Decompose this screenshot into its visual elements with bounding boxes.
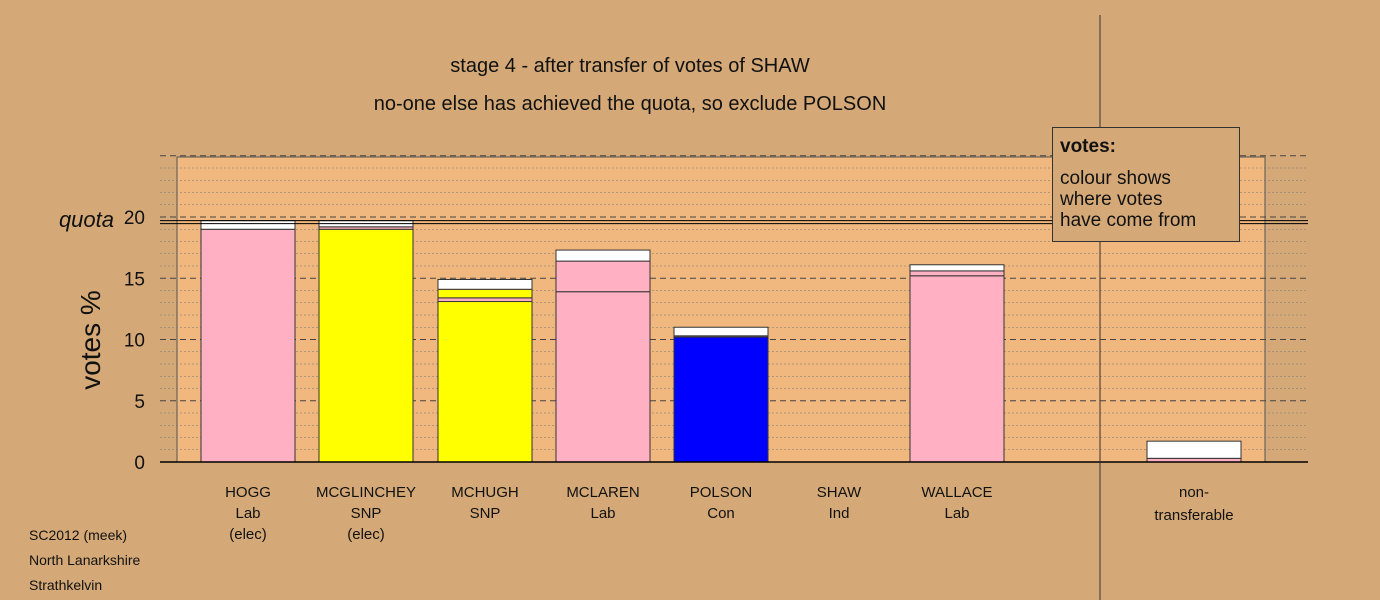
x-label-note: (elec): [229, 526, 267, 543]
nontransferable-label-1: non-: [1179, 484, 1209, 501]
x-label-name: POLSON: [690, 484, 753, 501]
quota-label: quota: [59, 207, 114, 232]
legend-line-3: have come from: [1060, 210, 1197, 231]
bar-segment-6-0: [909, 275, 1005, 463]
x-label-party: SNP: [351, 505, 382, 522]
footer-method: SC2012 (meek): [29, 527, 128, 543]
y-tick-label: 5: [134, 392, 145, 413]
y-tick-label: 15: [124, 269, 145, 290]
bar-segment-1-0: [318, 228, 414, 463]
y-tick-label: 20: [124, 208, 145, 229]
bar-segment-4-2: [673, 326, 769, 337]
bar-segment-6-2: [909, 264, 1005, 272]
x-label-name: MCHUGH: [451, 484, 519, 501]
x-label-name: MCGLINCHEY: [316, 484, 416, 501]
bar-segment-2-3: [437, 278, 533, 290]
y-tick-label: 10: [124, 331, 145, 352]
x-label-party: Lab: [944, 505, 969, 522]
bar-segment-6-1: [909, 270, 1005, 277]
x-label-name: WALLACE: [921, 484, 992, 501]
footer-ward: Strathkelvin: [29, 577, 103, 593]
y-axis-label: votes %: [75, 290, 106, 390]
x-label-party: Con: [707, 505, 735, 522]
footer-council: North Lanarkshire: [29, 552, 141, 568]
bar-segment-2-2: [437, 288, 533, 299]
y-ticks: 0 5 10 15 20: [124, 208, 145, 474]
x-label-name: SHAW: [817, 484, 862, 501]
x-label-party: Lab: [235, 505, 260, 522]
x-labels: HOGG Lab (elec) MCGLINCHEY SNP (elec) MCHUGH SN…: [225, 484, 992, 543]
x-label-party: SNP: [470, 505, 501, 522]
bars: [200, 220, 1242, 463]
y-tick-label: 0: [134, 453, 145, 474]
bar-segment-3-1: [555, 260, 651, 293]
x-label-name: HOGG: [225, 484, 271, 501]
bar-segment-0-0: [200, 228, 296, 463]
bar-segment-3-0: [555, 291, 651, 463]
bar-segment-2-0: [437, 301, 533, 463]
x-label-party: Lab: [590, 505, 615, 522]
legend-title: votes:: [1060, 136, 1116, 157]
legend-line-2: where votes: [1060, 189, 1163, 210]
x-label-party: Ind: [829, 505, 850, 522]
nontransferable-label-2: transferable: [1154, 507, 1233, 524]
bar-segment-4-0: [673, 336, 769, 463]
x-label-name: MCLAREN: [566, 484, 639, 501]
bar-segment-7-1: [1146, 440, 1242, 459]
chart-subtitle: no-one else has achieved the quota, so e…: [373, 93, 887, 115]
bar-segment-3-2: [555, 249, 651, 262]
legend-line-1: colour shows: [1060, 168, 1171, 189]
bar-segment-2-1: [437, 297, 533, 303]
legend-box: votes: colour shows where votes have com…: [1052, 127, 1240, 242]
x-label-note: (elec): [347, 526, 385, 543]
chart-title: stage 4 - after transfer of votes of SHA…: [450, 55, 810, 77]
bar-segment-0-1: [200, 220, 296, 230]
